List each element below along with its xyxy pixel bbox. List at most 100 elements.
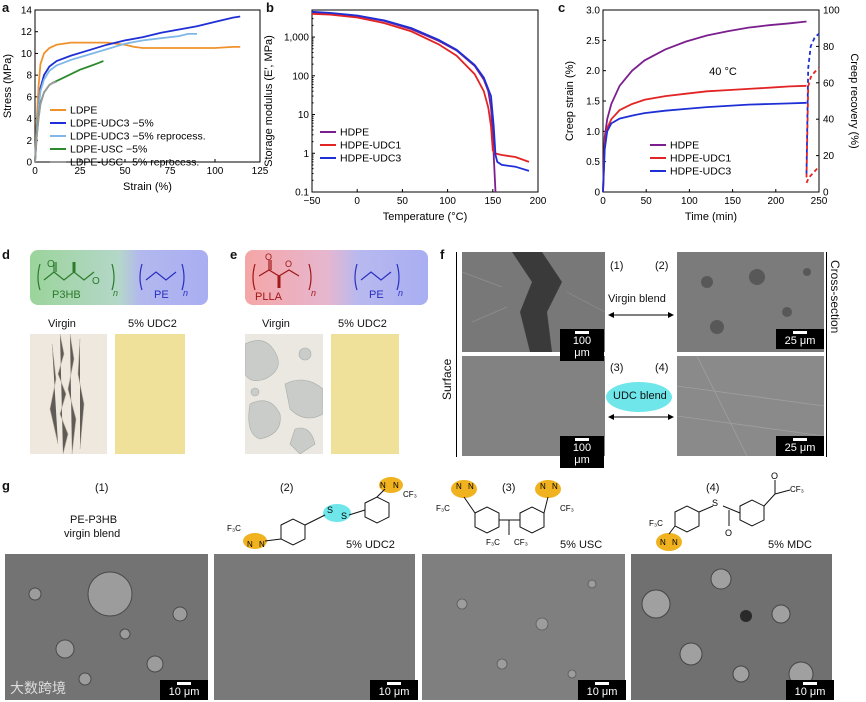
- d-o-label-1: O: [47, 259, 55, 270]
- c-legend-label-2: HDPE-UDC3: [670, 166, 731, 178]
- g-label-1: (1): [95, 482, 109, 494]
- g2-n-top-2: N: [393, 481, 399, 490]
- f-arrow-2: [608, 414, 674, 420]
- d-label-udc2: 5% UDC2: [128, 318, 177, 330]
- a-legend-label-1: LDPE-UDC3 −5%: [70, 118, 154, 130]
- panel-label-f: f: [440, 247, 445, 262]
- panel-label-e: e: [230, 247, 238, 262]
- c-annotation: 40 °C: [709, 66, 737, 78]
- f-right-divider: [826, 252, 827, 457]
- b-legend-label-1: HDPE-UDC1: [340, 140, 401, 152]
- e-plla-structure: [252, 260, 312, 291]
- a-legend-label-4: LDPE-USC −5% reprocess.: [70, 157, 199, 169]
- g-caption-2: 5% UDC2: [346, 539, 395, 551]
- b-ytick-label: 0.1: [295, 188, 309, 199]
- g4-f3c: F₃C: [649, 519, 663, 528]
- d-block1-label: P3HB: [52, 289, 81, 301]
- a-xlabel: Strain (%): [123, 181, 172, 193]
- a-legend-label-0: LDPE: [70, 105, 97, 117]
- a-xtick-label: 25: [74, 166, 86, 177]
- g4-s: S: [712, 498, 718, 508]
- a-ytick-label: 6: [26, 92, 32, 103]
- e-n1: n: [311, 288, 316, 298]
- g-label-3: (3): [502, 482, 516, 494]
- d-o-label-2: O: [92, 276, 100, 287]
- a-ytick-label: 10: [21, 49, 33, 60]
- f-scale-1: 100 μm: [560, 329, 604, 361]
- b-xtick-label: 150: [484, 196, 501, 207]
- c-ytick-label: 2.5: [586, 36, 600, 47]
- c-ytick2-label: 20: [823, 151, 835, 162]
- g2-n-bottom-1: N: [247, 540, 253, 549]
- a-ytick-label: 0: [26, 158, 32, 169]
- panel-label-a: a: [2, 0, 10, 15]
- panel-label-c: c: [558, 0, 566, 15]
- chart-c-creep: 0 50 100 150 200 25000.51.01.52.02.53.0020406…: [564, 6, 860, 224]
- a-series-line-1: [34, 15, 241, 163]
- g-sem-1: [5, 554, 208, 700]
- d-label-virgin: Virgin: [48, 318, 76, 330]
- g2-s-1: S: [327, 505, 333, 515]
- g-udc2-structure: N N CF₃ S S F₃C N N: [227, 477, 417, 549]
- d-photo-udc2: [115, 334, 185, 454]
- b-xlabel: Temperature (°C): [383, 211, 467, 223]
- a-legend-label-3: LDPE-USC −5%: [70, 144, 147, 156]
- c-xlabel: Time (min): [685, 211, 737, 223]
- c-recovery-line-1: [805, 67, 820, 178]
- g3-cf3: CF₃: [560, 504, 574, 513]
- f-label-3: (3): [610, 362, 624, 374]
- g4-n-1: N: [660, 538, 666, 547]
- b-axes-frame: [311, 9, 539, 193]
- c-ytick-label: 0.5: [586, 157, 600, 168]
- chart-b-storage-modulus: −50 0 50 100 150 200 0.1 1 10 100 1,000 Temperature…: [263, 9, 547, 223]
- e-block1-label: PLLA: [255, 291, 283, 303]
- watermark-logo: 大数跨境: [10, 678, 66, 698]
- g-caption-1: PE-P3HB: [70, 514, 118, 526]
- g-label-2: (2): [280, 482, 294, 494]
- a-series-line-4: [34, 80, 57, 163]
- d-n1: n: [113, 288, 118, 298]
- c-xtick-label: 250: [811, 196, 828, 207]
- e-label-udc2: 5% UDC2: [338, 318, 387, 330]
- f-arrow-1: [608, 312, 674, 318]
- a-series-line-2: [34, 33, 197, 163]
- g2-cf3-right: CF₃: [403, 490, 417, 499]
- b-ytick-label: 10: [298, 110, 310, 121]
- g-sem-4: [631, 554, 832, 700]
- c-ytick-label: 0: [594, 188, 600, 199]
- panel-label-b: b: [266, 0, 274, 15]
- b-ylabel: Storage modulus (E′, MPa): [263, 35, 275, 167]
- b-xtick-label: 0: [354, 196, 360, 207]
- d-pe-structure: [139, 263, 185, 291]
- c-xtick-label: 200: [767, 196, 784, 207]
- b-series-line-1: [311, 12, 530, 163]
- g4-cf3: CF₃: [790, 485, 804, 494]
- a-axes-frame: [34, 9, 261, 163]
- g-scale-2: 10 μm: [370, 680, 418, 700]
- a-ylabel: Stress (MPa): [2, 54, 14, 118]
- g2-n-bottom-2: N: [259, 540, 265, 549]
- b-legend-label-0: HDPE: [340, 127, 369, 139]
- g-caption-3: 5% USC: [560, 539, 603, 551]
- g-scale-1: 10 μm: [160, 680, 208, 700]
- g-sem-2: [214, 554, 415, 700]
- e-photo-virgin: [245, 334, 323, 454]
- g2-n-top-1: N: [380, 481, 386, 490]
- a-xtick-label: 50: [119, 166, 131, 177]
- c-xtick-label: 50: [641, 196, 653, 207]
- g3-n-4: N: [552, 482, 558, 491]
- g3-f3c: F₃C: [436, 504, 450, 513]
- b-ytick-label: 1,000: [284, 33, 309, 44]
- c-xtick-label: 0: [600, 196, 606, 207]
- e-block2-label: PE: [369, 289, 384, 301]
- c-series-line-0: [602, 20, 807, 193]
- f-label-1: (1): [610, 260, 624, 272]
- a-xtick-label: 125: [252, 166, 269, 177]
- f-label-4: (4): [655, 362, 669, 374]
- e-n2: n: [398, 288, 403, 298]
- e-label-virgin: Virgin: [262, 318, 290, 330]
- c-ylabel2: Creep recovery (%): [848, 53, 860, 148]
- f-virgin-blend-label: Virgin blend: [608, 293, 666, 305]
- c-recovery-line-0: [805, 33, 820, 174]
- g-sem-3: [422, 554, 625, 700]
